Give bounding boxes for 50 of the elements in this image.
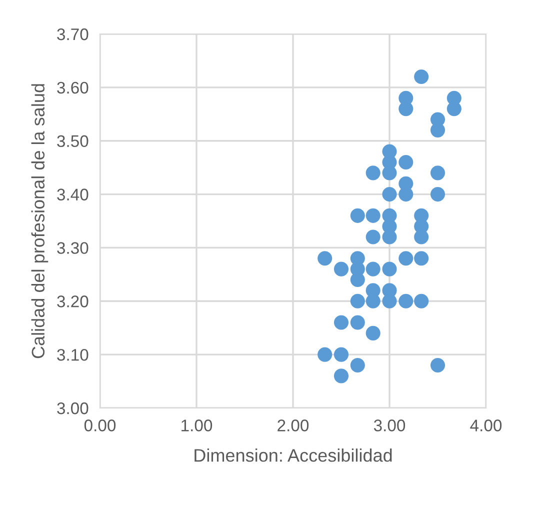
y-tick-label: 3.40 xyxy=(57,188,88,200)
point xyxy=(414,69,429,84)
point xyxy=(430,122,446,138)
point xyxy=(430,358,446,373)
y-tick-label: 3.00 xyxy=(57,402,88,414)
x-tick-label: 2.00 xyxy=(278,420,309,432)
point xyxy=(382,294,397,308)
point xyxy=(366,230,380,244)
point xyxy=(350,315,365,330)
point xyxy=(414,251,429,266)
point xyxy=(382,187,397,202)
x-axis-title: Dimension: Accesibilidad xyxy=(194,448,392,462)
point xyxy=(398,251,414,266)
y-tick-label: 3.50 xyxy=(57,135,88,148)
y-tick-label: 3.20 xyxy=(57,296,88,308)
point xyxy=(366,294,380,308)
y-tick-label: 3.60 xyxy=(57,82,88,94)
point xyxy=(398,294,414,308)
point xyxy=(334,368,349,384)
point xyxy=(334,262,349,276)
point xyxy=(382,166,397,180)
y-tick-label: 3.10 xyxy=(57,348,88,361)
y-axis-title: Calidad del profesional de la salud xyxy=(31,84,48,358)
point xyxy=(414,294,429,308)
point xyxy=(334,315,349,330)
point xyxy=(366,208,380,223)
point xyxy=(398,102,414,116)
point xyxy=(382,262,397,276)
point xyxy=(398,187,414,202)
point xyxy=(414,230,429,244)
point xyxy=(318,347,332,362)
point xyxy=(382,230,397,244)
x-tick-label: 1.00 xyxy=(182,420,212,432)
point xyxy=(446,102,462,116)
y-tick-label: 3.70 xyxy=(57,28,88,40)
point xyxy=(430,187,446,202)
point xyxy=(366,166,380,180)
point xyxy=(350,358,365,373)
x-tick-label: 4.00 xyxy=(470,420,502,432)
x-tick-label: 0.00 xyxy=(84,420,116,432)
point xyxy=(334,347,349,362)
point xyxy=(350,208,365,223)
point xyxy=(366,326,380,340)
y-tick-label: 3.30 xyxy=(57,242,88,254)
point xyxy=(350,294,365,308)
point xyxy=(430,166,446,180)
point xyxy=(318,251,332,266)
point xyxy=(366,262,380,276)
x-tick-label: 3.00 xyxy=(374,420,406,432)
point xyxy=(398,154,414,170)
